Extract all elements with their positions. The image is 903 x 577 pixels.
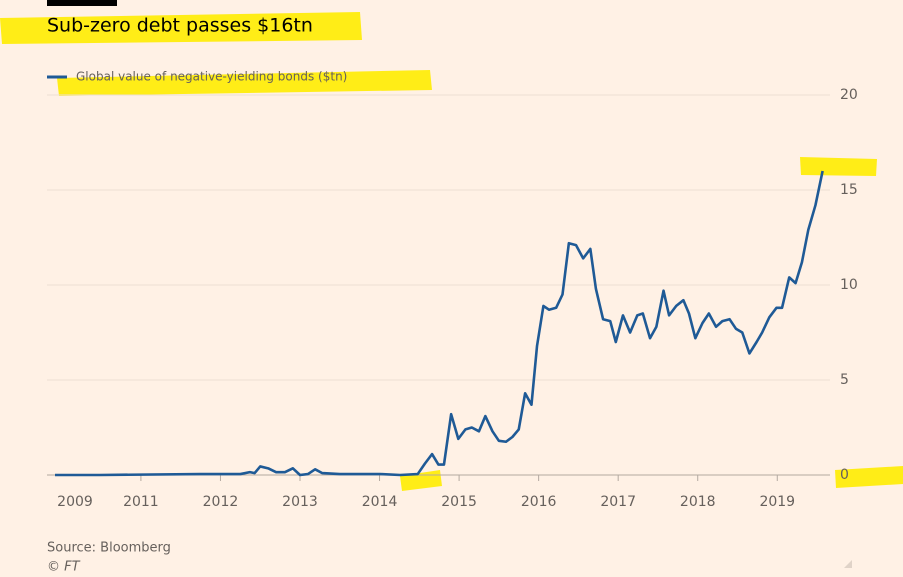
resize-icon	[844, 560, 852, 568]
chart-title: Sub-zero debt passes $16tn	[47, 15, 313, 37]
line	[55, 170, 824, 477]
source: Source: Bloomberg	[47, 541, 171, 556]
x-tick-label: 2017	[600, 494, 636, 510]
highlight	[57, 70, 432, 96]
highlight	[0, 12, 362, 44]
highlight	[800, 157, 877, 176]
x-tick-label: 2016	[521, 494, 557, 510]
x-tick-label: 2018	[680, 494, 716, 510]
legend-label: Global value of negative-yielding bonds …	[76, 70, 347, 84]
x-tick-label: 2015	[441, 494, 477, 510]
x-tick-label: 2014	[362, 494, 398, 510]
y-tick-label: 10	[840, 277, 858, 293]
y-tick-label: 5	[840, 372, 849, 388]
x-tick-label: 2012	[203, 494, 239, 510]
highlight	[835, 466, 903, 488]
y-tick-label: 15	[840, 182, 858, 198]
brand-bar	[47, 0, 117, 6]
y-tick-label: 20	[840, 87, 858, 103]
credit: © FT	[47, 560, 81, 575]
x-tick-label: 2009	[57, 494, 93, 510]
y-tick-label: 0	[840, 467, 849, 483]
x-tick-label: 2013	[282, 494, 318, 510]
x-tick-label: 2019	[759, 494, 795, 510]
x-tick-label: 2011	[123, 494, 159, 510]
highlight	[400, 470, 442, 491]
